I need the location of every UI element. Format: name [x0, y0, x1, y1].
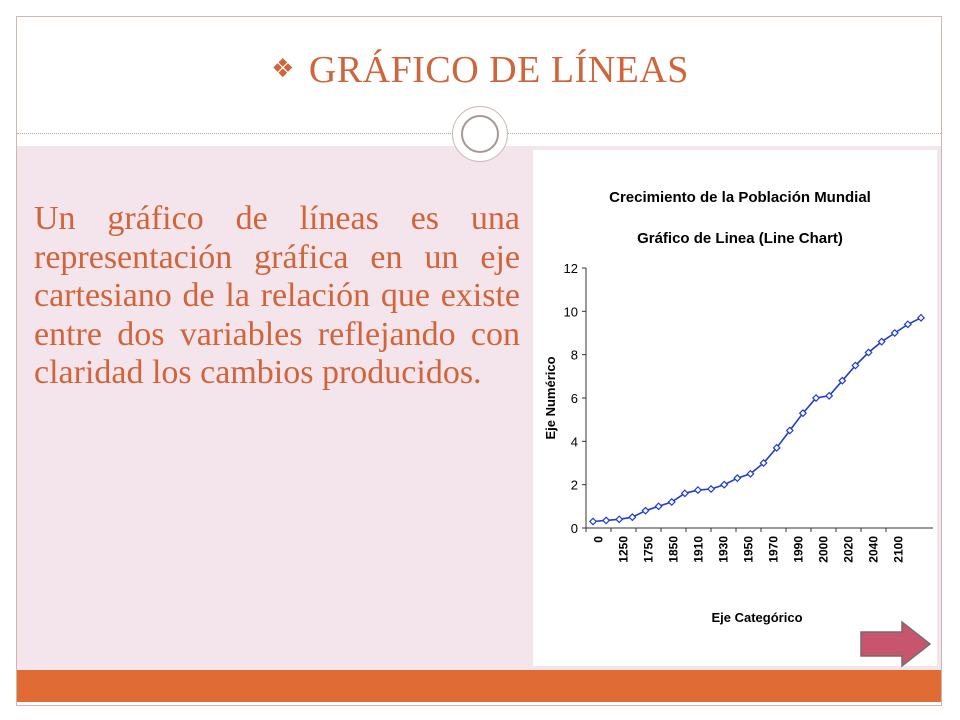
- x-tick-label: 2100: [892, 536, 906, 563]
- x-tick-label: 2000: [817, 536, 831, 563]
- y-tick-label: 4: [571, 434, 578, 449]
- ring-icon: [461, 115, 499, 153]
- data-point: [825, 391, 834, 400]
- x-tick-label: 2040: [867, 536, 881, 563]
- x-axis-label: Eje Categórico: [711, 610, 802, 625]
- slide-frame: [16, 16, 942, 706]
- x-tick-label: 1910: [692, 536, 706, 563]
- y-tick-label: 6: [571, 391, 578, 406]
- data-point: [628, 513, 637, 522]
- diamond-bullet-icon: ❖: [271, 54, 295, 84]
- data-point: [654, 502, 663, 511]
- series-line: [592, 317, 922, 523]
- chart-subtitle: Gráfico de Linea (Line Chart): [637, 230, 843, 247]
- y-tick-label: 8: [571, 348, 578, 363]
- data-point: [851, 361, 860, 370]
- data-point: [733, 474, 742, 483]
- data-point: [615, 515, 624, 524]
- chart-container: Crecimiento de la Población Mundial Gráf…: [533, 150, 937, 666]
- slide-title: ❖ GRÁFICO DE LÍNEAS: [0, 48, 960, 92]
- data-point: [680, 489, 689, 498]
- data-point: [916, 313, 926, 322]
- x-tick-label: 1850: [667, 536, 681, 563]
- data-point: [759, 458, 768, 468]
- divider-circle-ornament: [452, 106, 508, 162]
- x-tick-label: 1750: [642, 536, 656, 563]
- data-point: [602, 516, 611, 525]
- data-point: [798, 409, 807, 418]
- data-point: [667, 497, 676, 507]
- data-point: [720, 480, 729, 489]
- data-point: [864, 348, 873, 357]
- data-point: [903, 320, 912, 329]
- data-point: [890, 328, 899, 338]
- y-tick-label: 0: [571, 521, 578, 536]
- x-tick-label: 1950: [742, 536, 756, 563]
- x-tick-label: 1990: [792, 536, 806, 563]
- data-point: [588, 517, 598, 526]
- y-tick-label: 12: [564, 261, 578, 276]
- data-point: [785, 426, 794, 435]
- chart-title: Crecimiento de la Población Mundial: [609, 189, 871, 206]
- y-ticks: 0 2 4 6 8 10 12: [564, 261, 586, 536]
- x-tick-label: 0: [592, 536, 606, 543]
- data-point: [838, 376, 847, 385]
- next-arrow-icon[interactable]: [858, 620, 932, 668]
- y-tick-label: 10: [564, 304, 578, 319]
- data-point: [693, 486, 703, 495]
- x-tick-label: 1250: [617, 536, 631, 563]
- x-tick-label: 2020: [842, 536, 856, 563]
- body-paragraph: Un gráfico de líneas es una representaci…: [34, 200, 520, 391]
- data-point: [641, 506, 650, 515]
- x-tick-label: 1930: [717, 536, 731, 563]
- slide-title-text: GRÁFICO DE LÍNEAS: [308, 49, 689, 91]
- data-point: [811, 393, 821, 403]
- footer-bar: [17, 670, 941, 702]
- line-chart: Crecimiento de la Población Mundial Gráf…: [543, 189, 933, 625]
- data-point: [707, 484, 716, 494]
- data-point: [746, 469, 755, 478]
- data-point: [877, 337, 886, 346]
- x-ticks: 0 1250 1750 1850 1910 1930 1950 1970 1990 2000 202…: [585, 528, 906, 563]
- y-axis-label: Eje Numérico: [543, 356, 558, 439]
- data-point: [772, 443, 781, 452]
- series-group: [588, 313, 926, 526]
- x-tick-label: 1970: [767, 536, 781, 563]
- y-tick-label: 2: [571, 478, 578, 493]
